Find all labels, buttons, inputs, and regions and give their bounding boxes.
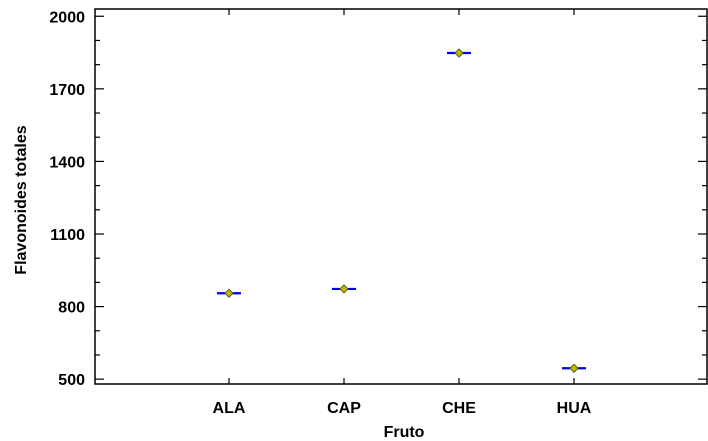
x-axis-title: Fruto: [384, 424, 425, 441]
data-point: [569, 363, 579, 373]
data-point: [454, 48, 464, 58]
data-marks: [217, 48, 586, 373]
y-tick-label: 2000: [49, 9, 85, 26]
x-tick-label: ALA: [213, 400, 246, 417]
data-point: [224, 288, 234, 298]
y-axis-ticks: 500 800 1100 1400 1700 2000: [49, 9, 707, 389]
y-tick-label: 1400: [49, 154, 85, 171]
x-tick-label: HUA: [557, 400, 592, 417]
plot-border: [94, 8, 708, 385]
plot-frame: [94, 8, 708, 385]
data-point: [339, 284, 349, 294]
y-axis-title: Flavonoides totales: [13, 125, 30, 274]
x-tick-label: CAP: [327, 400, 361, 417]
y-tick-label: 800: [58, 300, 85, 317]
x-tick-label: CHE: [442, 400, 476, 417]
x-axis-ticks: ALA CAP CHE HUA: [213, 9, 592, 417]
y-tick-label: 500: [58, 372, 85, 389]
y-tick-label: 1100: [50, 227, 85, 244]
y-tick-label: 1700: [49, 82, 85, 99]
